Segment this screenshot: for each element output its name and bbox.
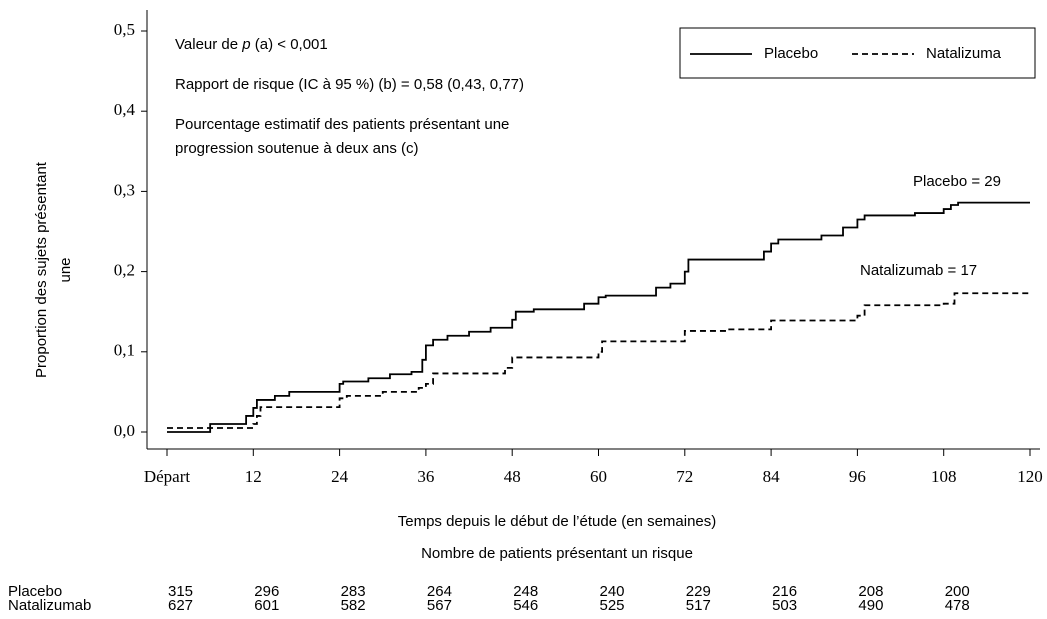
risk-value: 582: [341, 597, 366, 614]
risk-value: 248: [513, 583, 538, 600]
x-tick-label: 36: [417, 467, 434, 486]
risk-value: 627: [168, 597, 193, 614]
risk-value: 296: [254, 583, 279, 600]
risk-value: 601: [254, 597, 279, 614]
risk-value: 200: [945, 583, 970, 600]
risk-value: 229: [686, 583, 711, 600]
p-italic: p: [241, 36, 250, 53]
x-tick-label: 48: [504, 467, 521, 486]
y-tick-label: 0,0: [114, 421, 135, 440]
annotation: progression soutenue à deux ans (c): [175, 140, 418, 157]
x-tick-label: 120: [1017, 467, 1043, 486]
x-label: Temps depuis le début de l’étude (en sem…: [398, 513, 717, 530]
risk-value: 315: [168, 583, 193, 600]
series-line: [167, 201, 1030, 433]
risk-value: 208: [858, 583, 883, 600]
risk-row-label: Placebo: [8, 583, 62, 600]
risk-value: 240: [600, 583, 625, 600]
risk-value: 525: [600, 597, 625, 614]
risk-value: 283: [341, 583, 366, 600]
p-suffix: (a) < 0,001: [251, 36, 328, 53]
risk-row-label: Natalizumab: [8, 597, 91, 614]
y-label: une: [57, 257, 74, 282]
y-tick-label: 0,3: [114, 180, 135, 199]
x-tick-label: 12: [245, 467, 262, 486]
annotation: Pourcentage estimatif des patients prése…: [175, 116, 509, 133]
x-tick-label: 84: [763, 467, 781, 486]
risk-value: 478: [945, 597, 970, 614]
series-line: [167, 292, 1030, 429]
risk-title: Nombre de patients présentant un risque: [421, 545, 693, 562]
y-tick-label: 0,1: [114, 341, 135, 360]
risk-value: 490: [858, 597, 883, 614]
annotation: Rapport de risque (IC à 95 %) (b) = 0,58…: [175, 76, 524, 93]
risk-value: 216: [772, 583, 797, 600]
risk-value: 517: [686, 597, 711, 614]
x-tick-label: 108: [931, 467, 957, 486]
y-label: Proportion des sujets présentant: [33, 161, 50, 378]
y-tick-label: 0,4: [114, 100, 136, 119]
end-label: Natalizumab = 17: [860, 262, 977, 279]
p-value: Valeur de p (a) < 0,001: [175, 36, 328, 53]
x-tick-label: Départ: [144, 467, 191, 486]
risk-value: 264: [427, 583, 452, 600]
x-tick-label: 96: [849, 467, 866, 486]
x-tick-label: 60: [590, 467, 607, 486]
x-tick-label: 72: [676, 467, 693, 486]
y-tick-label: 0,5: [114, 20, 135, 39]
legend-label: Natalizuma: [926, 45, 1002, 62]
legend-label: Placebo: [764, 45, 818, 62]
y-tick-label: 0,2: [114, 261, 135, 280]
risk-value: 546: [513, 597, 538, 614]
risk-value: 503: [772, 597, 797, 614]
risk-value: 567: [427, 597, 452, 614]
p-prefix: Valeur de: [175, 36, 242, 53]
x-tick-label: 24: [331, 467, 349, 486]
end-label: Placebo = 29: [913, 173, 1001, 190]
legend-box: [679, 27, 1036, 79]
